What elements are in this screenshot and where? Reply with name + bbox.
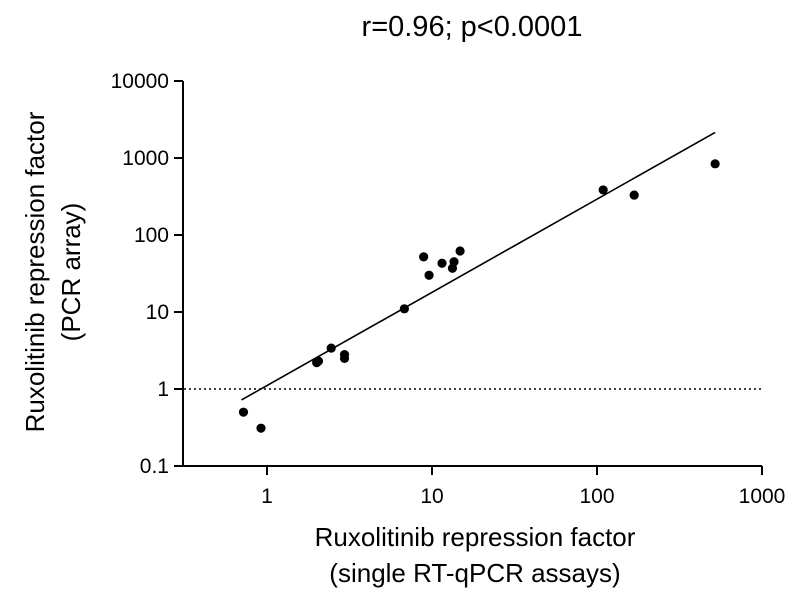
- chart-title: r=0.96; p<0.0001: [362, 11, 583, 43]
- y-tick-label: 1000: [122, 147, 169, 170]
- data-point: [455, 246, 465, 256]
- data-point: [449, 257, 459, 267]
- y-axis-title-line-2: (PCR array): [56, 203, 86, 342]
- data-point: [238, 407, 249, 417]
- data-point: [437, 258, 447, 268]
- data-point: [629, 190, 639, 200]
- plot-area: 0.1 1 10 100 1000 10000 1 10 100 1000: [111, 70, 786, 508]
- y-tick-label: 10000: [111, 70, 169, 93]
- data-point: [339, 349, 350, 360]
- data-point: [424, 270, 434, 280]
- x-axis-title-line-1: Ruxolitinib repression factor: [315, 522, 636, 552]
- data-point: [256, 423, 266, 433]
- x-tick-label: 10: [420, 485, 443, 508]
- data-point: [419, 252, 429, 262]
- y-axis-title-line-1: Ruxolitinib repression factor: [20, 111, 50, 432]
- data-point: [399, 304, 409, 314]
- data-point: [326, 343, 336, 353]
- x-axis-title-line-2: (single RT-qPCR assays): [329, 558, 620, 588]
- y-tick-label: 0.1: [140, 455, 169, 478]
- y-tick-label: 100: [134, 224, 169, 247]
- x-tick-label: 1: [261, 485, 273, 508]
- data-point: [598, 185, 608, 195]
- x-tick-label: 100: [579, 485, 614, 508]
- data-point: [313, 356, 324, 366]
- y-tick-label: 1: [157, 378, 169, 401]
- x-tick-label: 1000: [739, 485, 786, 508]
- x-axis-title: Ruxolitinib repression factor (single RT…: [315, 522, 636, 588]
- regression-line: [241, 131, 716, 401]
- y-axis-title: Ruxolitinib repression factor (PCR array…: [20, 111, 86, 432]
- data-point: [710, 159, 720, 169]
- y-tick-label: 10: [146, 301, 169, 324]
